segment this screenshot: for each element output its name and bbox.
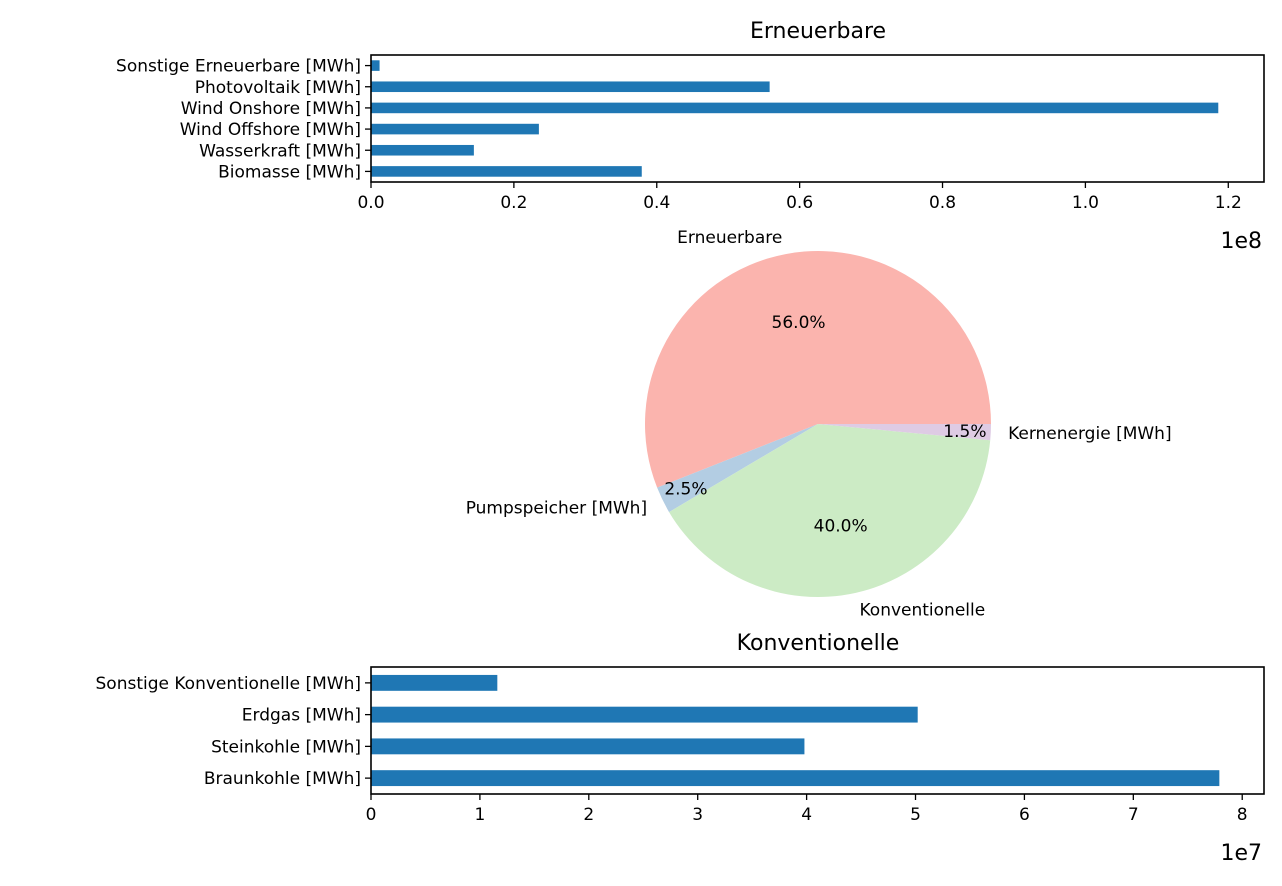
bar-erdgas	[371, 706, 918, 723]
konventionelle-title: Konventionelle	[737, 631, 900, 656]
xtick-label-4: 4	[801, 805, 812, 825]
xtick-label-2: 0.4	[643, 193, 670, 213]
bar-photovoltaik	[371, 81, 770, 93]
xtick-label-5: 5	[910, 805, 921, 825]
bar-wasserkraft	[371, 144, 474, 156]
category-label-wind-offshore: Wind Offshore [MWh]	[180, 120, 361, 140]
xtick-label-1: 1	[474, 805, 485, 825]
category-label-erdgas: Erdgas [MWh]	[242, 706, 361, 726]
erneuerbare-axes-frame	[370, 54, 1265, 183]
category-label-sonstige-konventionelle: Sonstige Konventionelle [MWh]	[96, 674, 361, 694]
pie-percent-konventionelle: 40.0%	[814, 516, 868, 536]
pie-label-kernenergie: Kernenergie [MWh]	[1008, 424, 1172, 444]
bar-biomasse	[371, 166, 642, 177]
xtick-label-6: 1.2	[1215, 193, 1242, 213]
bar-sonstige-konventionelle	[371, 674, 498, 691]
bar-wind-onshore	[371, 102, 1219, 114]
xtick-label-4: 0.8	[929, 193, 956, 213]
pie-percent-pumpspeicher: 2.5%	[664, 480, 707, 500]
pie-slice-kernenergie	[818, 424, 991, 441]
category-label-photovoltaik: Photovoltaik [MWh]	[195, 78, 361, 98]
xtick-label-3: 3	[692, 805, 703, 825]
energy-mix-pie-chart: Erneuerbare Pumpspeicher [MWh] Konventione…	[466, 228, 1172, 621]
xtick-label-3: 0.6	[786, 193, 813, 213]
konventionelle-bar-chart: Konventionelle Sonstige Konventionelle […	[96, 631, 1265, 866]
xtick-label-7: 7	[1128, 805, 1139, 825]
pie-percent-kernenergie: 1.5%	[943, 422, 986, 442]
pie-slice-erneuerbare	[645, 250, 992, 488]
bar-steinkohle	[371, 738, 805, 755]
bar-sonstige-erneuerbare	[371, 60, 380, 71]
xtick-label-1: 0.2	[500, 193, 527, 213]
pie-label-konventionelle: Konventionelle	[860, 601, 986, 621]
xtick-label-5: 1.0	[1072, 193, 1099, 213]
pie-percent-erneuerbare: 56.0%	[772, 313, 826, 333]
xtick-label-8: 8	[1237, 805, 1248, 825]
category-label-biomasse: Biomasse [MWh]	[218, 162, 361, 182]
pie-label-erneuerbare: Erneuerbare	[677, 228, 782, 248]
category-label-sonstige-erneuerbare: Sonstige Erneuerbare [MWh]	[116, 57, 361, 77]
bar-braunkohle	[371, 770, 1220, 787]
xtick-label-2: 2	[583, 805, 594, 825]
category-label-wind-onshore: Wind Onshore [MWh]	[181, 99, 361, 119]
pie-label-pumpspeicher: Pumpspeicher [MWh]	[466, 499, 647, 519]
konventionelle-offset-text: 1e7	[1220, 841, 1262, 866]
xtick-label-0: 0	[366, 805, 377, 825]
erneuerbare-offset-text: 1e8	[1220, 229, 1262, 254]
erneuerbare-bar-chart: Erneuerbare Sonstige Erneuerbare [MWh]Ph…	[116, 19, 1265, 254]
xtick-label-6: 6	[1019, 805, 1030, 825]
erneuerbare-title: Erneuerbare	[750, 19, 886, 44]
xtick-label-0: 0.0	[357, 193, 384, 213]
bar-wind-offshore	[371, 123, 539, 135]
category-label-wasserkraft: Wasserkraft [MWh]	[199, 141, 361, 161]
category-label-braunkohle: Braunkohle [MWh]	[204, 769, 361, 789]
pie-slice-pumpspeicher	[657, 424, 818, 513]
category-label-steinkohle: Steinkohle [MWh]	[211, 737, 361, 757]
konventionelle-axes-frame	[370, 666, 1265, 795]
pie-slice-konventionelle	[669, 424, 991, 597]
